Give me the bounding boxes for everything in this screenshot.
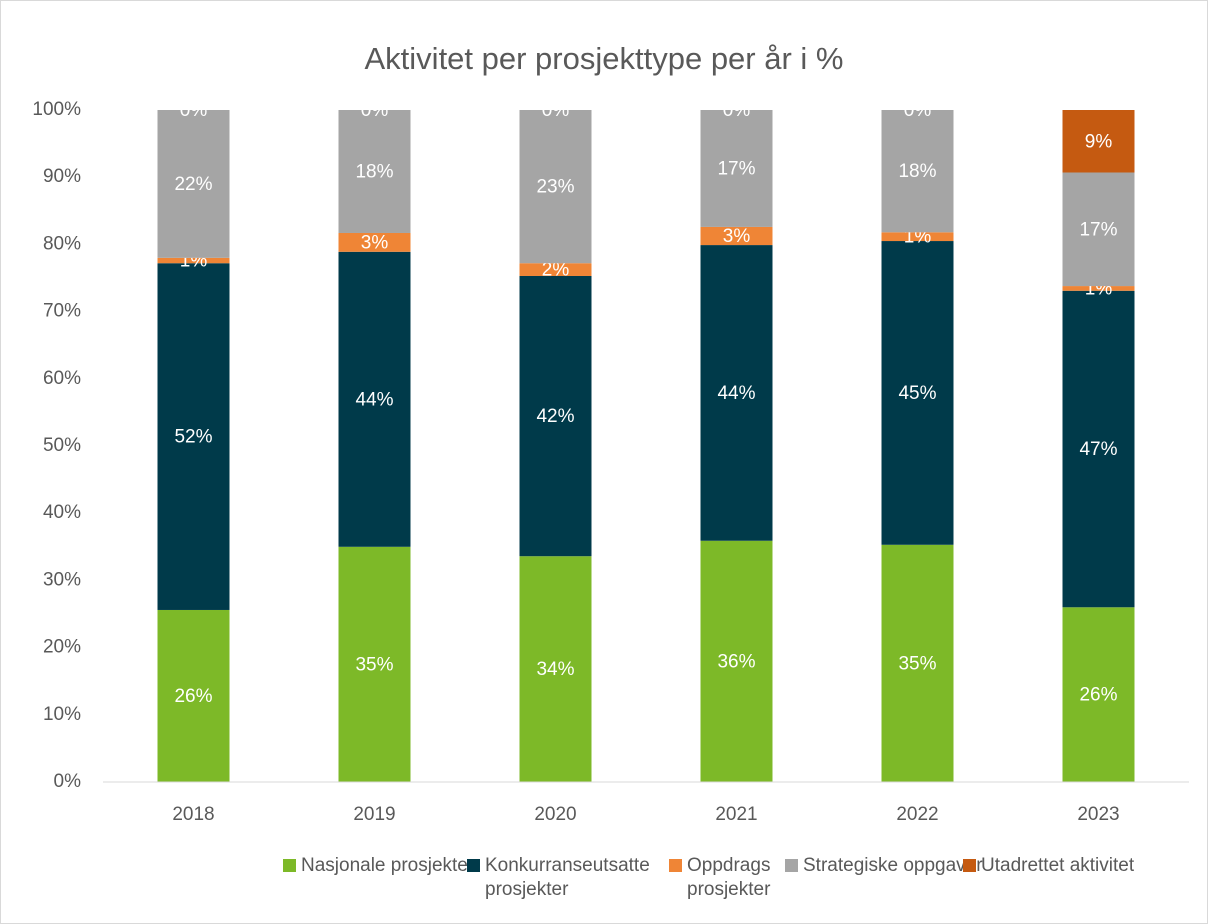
legend-swatch: [283, 859, 296, 872]
legend-label: Konkurranseutsatte prosjekter: [485, 855, 650, 900]
legend-swatch: [467, 859, 480, 872]
bar-segment: [519, 263, 592, 276]
bar-segment: [519, 556, 592, 782]
data-label: 47%: [1079, 439, 1117, 460]
bar-segment: [700, 540, 773, 782]
data-label: 0%: [723, 100, 751, 121]
data-label: 52%: [174, 427, 212, 448]
y-tick-label: 20%: [43, 637, 81, 658]
bar-segment: [338, 110, 411, 233]
data-label: 44%: [355, 389, 393, 410]
bar-segment: [338, 232, 411, 252]
bar-segment: [519, 275, 592, 557]
data-label: 22%: [174, 174, 212, 195]
legend-item: Oppdrags prosjekter: [669, 854, 771, 902]
bar-segment: [157, 110, 230, 258]
bar-segment: [700, 245, 773, 541]
bar-segment: [1062, 290, 1135, 608]
y-tick-label: 100%: [32, 99, 81, 120]
data-label: 3%: [361, 232, 389, 253]
y-tick-label: 80%: [43, 233, 81, 254]
y-tick-label: 0%: [54, 771, 82, 792]
data-label: 35%: [355, 654, 393, 675]
legend-label: Nasjonale prosjekter: [301, 855, 475, 876]
legend-item: Utadrettet aktivitet: [963, 854, 1134, 878]
bar-segment: [881, 232, 954, 242]
bar-segment: [700, 226, 773, 246]
bar-segment: [157, 263, 230, 610]
data-label: 42%: [536, 406, 574, 427]
data-label: 2%: [542, 260, 570, 281]
bar-segment: [338, 251, 411, 547]
x-tick-label: 2023: [1077, 804, 1119, 825]
data-label: 18%: [898, 161, 936, 182]
bar-segment: [881, 241, 954, 545]
data-label: 0%: [904, 100, 932, 121]
data-label: 26%: [174, 686, 212, 707]
legend-swatch: [785, 859, 798, 872]
bar-segment: [1062, 110, 1135, 173]
y-tick-label: 30%: [43, 569, 81, 590]
data-label: 45%: [898, 383, 936, 404]
data-label: 44%: [717, 383, 755, 404]
bar-segment: [881, 110, 954, 233]
y-tick-label: 60%: [43, 368, 81, 389]
data-label: 17%: [1079, 219, 1117, 240]
y-tick-label: 70%: [43, 301, 81, 322]
y-tick-label: 40%: [43, 502, 81, 523]
legend-item: Strategiske oppgaver: [785, 854, 983, 878]
data-label: 18%: [355, 162, 393, 183]
data-label: 34%: [536, 659, 574, 680]
legend-label: Utadrettet aktivitet: [981, 855, 1135, 876]
x-tick-label: 2019: [353, 804, 395, 825]
legend-item: Konkurranseutsatte prosjekter: [467, 854, 650, 902]
bar-segment: [1062, 607, 1135, 782]
bar-segment: [700, 110, 773, 227]
data-label: 17%: [717, 158, 755, 179]
data-label: 26%: [1079, 685, 1117, 706]
data-label: 36%: [717, 651, 755, 672]
data-label: 35%: [898, 653, 936, 674]
x-tick-label: 2018: [172, 804, 214, 825]
bar-segment: [338, 546, 411, 782]
chart-title: Aktivitet per prosjekttype per år i %: [365, 41, 844, 76]
y-tick-label: 10%: [43, 704, 81, 725]
bar-segment: [881, 544, 954, 782]
bar-segment: [1062, 286, 1135, 291]
data-label: 0%: [361, 100, 389, 121]
data-label: 0%: [180, 100, 208, 121]
legend-swatch: [963, 859, 976, 872]
data-label: 3%: [723, 226, 751, 247]
legend-label: Oppdrags prosjekter: [687, 855, 771, 900]
data-label: 23%: [536, 177, 574, 198]
data-label: 9%: [1085, 131, 1113, 152]
y-tick-label: 50%: [43, 435, 81, 456]
y-tick-label: 90%: [43, 166, 81, 187]
bar-segment: [157, 257, 230, 264]
data-label: 0%: [542, 100, 570, 121]
x-tick-label: 2020: [534, 804, 576, 825]
legend-item: Nasjonale prosjekter: [283, 854, 474, 878]
x-tick-label: 2022: [896, 804, 938, 825]
bar-segment: [1062, 172, 1135, 287]
x-tick-label: 2021: [715, 804, 757, 825]
legend-label: Strategiske oppgaver: [803, 855, 983, 876]
bar-segment: [519, 110, 592, 264]
bar-segment: [157, 609, 230, 782]
legend-swatch: [669, 859, 682, 872]
